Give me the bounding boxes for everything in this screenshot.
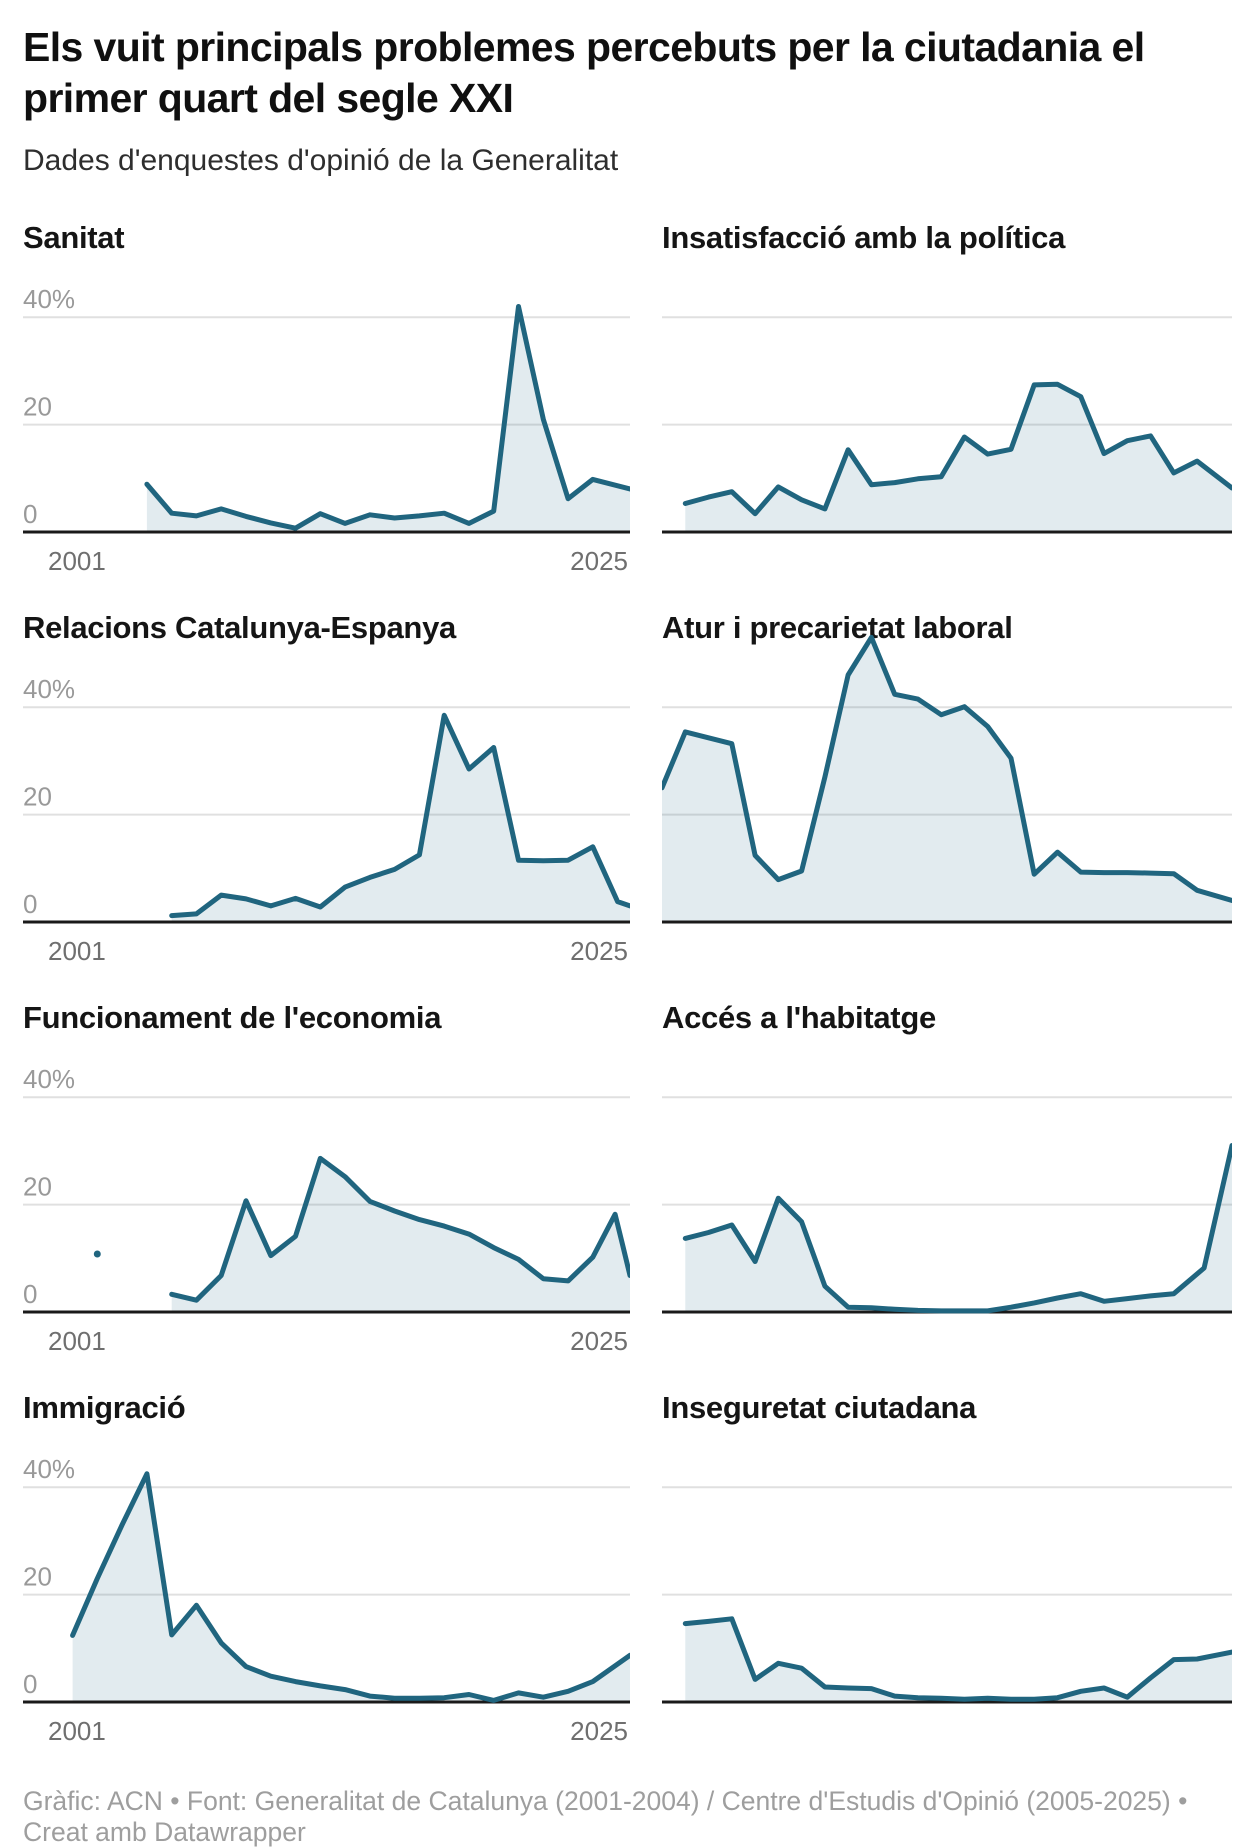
area-fill — [171, 714, 630, 922]
line-chart-acces-habitatge — [662, 1095, 1232, 1314]
chart-panel-insatisfaccio-politica: Insatisfacció amb la política — [662, 220, 1232, 610]
y-tick-label-0: 0 — [23, 499, 37, 529]
y-tick-label-40: 40% — [23, 1064, 75, 1094]
x-tick-first: 2001 — [48, 1325, 106, 1356]
line-chart-sanitat: 40% 20 0 — [23, 284, 630, 534]
y-tick-label-40: 40% — [23, 674, 75, 704]
chart-subtitle: Dades d'enquestes d'opinió de la General… — [23, 143, 619, 177]
area-fill — [685, 1618, 1232, 1702]
panel-title-sanitat: Sanitat — [23, 219, 125, 255]
y-tick-label-20: 20 — [23, 781, 52, 811]
line-chart-funcionament-economia: 40% 20 0 — [23, 1064, 630, 1314]
x-axis-labels: 2001 2025 — [23, 546, 630, 576]
area-fill — [171, 1158, 630, 1312]
area-fill — [72, 1473, 630, 1702]
y-tick-label-0: 0 — [23, 1279, 37, 1309]
data-line — [169, 1155, 630, 1303]
panel-title-atur-precarietat: Atur i precarietat laboral — [662, 609, 1013, 645]
panel-title-funcionament-economia: Funcionament de l'economia — [23, 999, 442, 1035]
data-line — [682, 381, 1232, 516]
line-chart-insatisfaccio-politica — [662, 315, 1232, 534]
x-axis-labels: 2001 2025 — [23, 1716, 630, 1746]
y-tick-label-20: 20 — [23, 1171, 52, 1201]
panel-title-inseguretat-ciutadana: Inseguretat ciutadana — [662, 1389, 977, 1425]
charts-grid: Sanitat 40% 20 0 2001 2025 Insatisfacció a… — [23, 220, 1240, 1780]
x-axis-labels: 2001 2025 — [23, 1326, 630, 1356]
x-tick-last: 2025 — [570, 1715, 628, 1746]
area-fill — [662, 637, 1232, 922]
area-fill — [685, 383, 1232, 532]
chart-panel-immigracio: Immigració 40% 20 0 2001 2025 — [23, 1390, 630, 1780]
chart-panel-atur-precarietat: Atur i precarietat laboral — [662, 610, 1232, 1000]
area-fill — [685, 1145, 1232, 1312]
panel-title-insatisfaccio-politica: Insatisfacció amb la política — [662, 219, 1066, 255]
x-axis-labels: 2001 2025 — [23, 936, 630, 966]
panel-title-immigracio: Immigració — [23, 1389, 186, 1425]
line-chart-inseguretat-ciutadana — [662, 1485, 1232, 1704]
x-tick-first: 2001 — [48, 935, 106, 966]
chart-panel-relacions-catalunya-espanya: Relacions Catalunya-Espanya 40% 20 0 2001 … — [23, 610, 630, 1000]
chart-panel-acces-habitatge: Accés a l'habitatge — [662, 1000, 1232, 1390]
panel-title-relacions-catalunya-espanya: Relacions Catalunya-Espanya — [23, 609, 456, 645]
data-line — [169, 712, 630, 918]
chart-title: Els vuit principals problemes percebuts … — [23, 24, 1145, 121]
y-tick-label-20: 20 — [23, 1561, 52, 1591]
y-tick-label-20: 20 — [23, 391, 52, 421]
data-line — [682, 1142, 1232, 1314]
x-tick-first: 2001 — [48, 545, 106, 576]
line-chart-relacions-catalunya-espanya: 40% 20 0 — [23, 674, 630, 924]
data-line — [70, 1470, 630, 1703]
line-chart-immigracio: 40% 20 0 — [23, 1454, 630, 1704]
chart-panel-funcionament-economia: Funcionament de l'economia 40% 20 0 2001 2… — [23, 1000, 630, 1390]
data-line — [682, 1615, 1232, 1702]
data-line — [144, 303, 630, 531]
chart-panel-sanitat: Sanitat 40% 20 0 2001 2025 — [23, 220, 630, 610]
line-chart-atur-precarietat — [662, 634, 1232, 924]
y-tick-label-40: 40% — [23, 284, 75, 314]
data-line — [662, 634, 1232, 903]
panel-title-acces-habitatge: Accés a l'habitatge — [662, 999, 936, 1035]
x-tick-last: 2025 — [570, 935, 628, 966]
chart-panel-inseguretat-ciutadana: Inseguretat ciutadana — [662, 1390, 1232, 1780]
chart-attribution: Gràfic: ACN • Font: Generalitat de Catal… — [23, 1785, 1188, 1847]
x-tick-last: 2025 — [570, 545, 628, 576]
isolated-data-point — [93, 1250, 101, 1258]
y-tick-label-0: 0 — [23, 1669, 37, 1699]
x-tick-last: 2025 — [570, 1325, 628, 1356]
area-fill — [146, 306, 630, 532]
y-tick-label-0: 0 — [23, 889, 37, 919]
y-tick-label-40: 40% — [23, 1454, 75, 1484]
x-tick-first: 2001 — [48, 1715, 106, 1746]
